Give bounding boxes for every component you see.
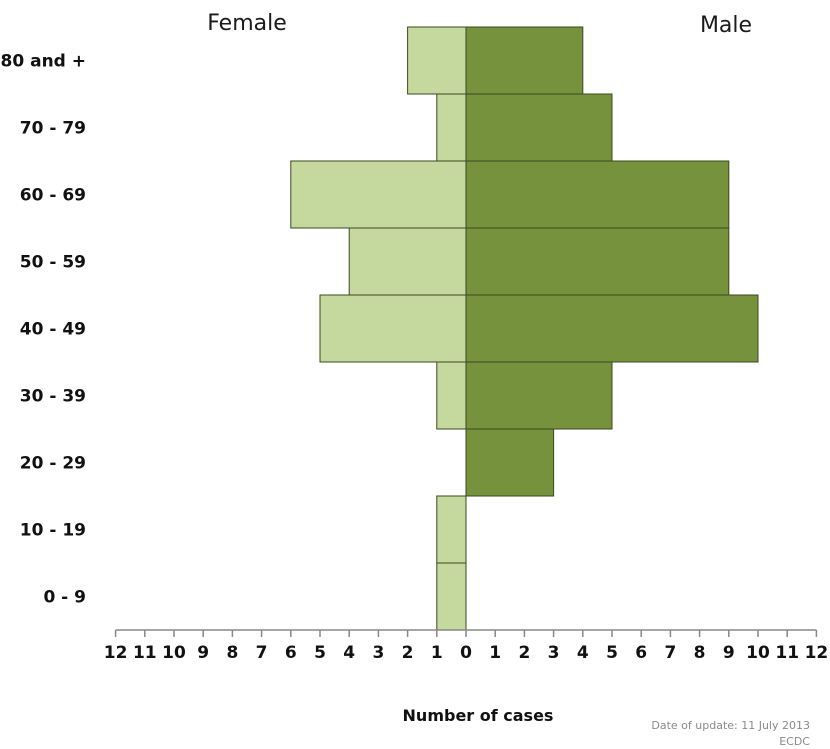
male-bar-7 (465, 93, 613, 162)
category-label-4: 40 - 49 (20, 320, 86, 340)
x-tick-label-9: 3 (372, 643, 384, 663)
female-bar-8 (407, 26, 467, 95)
x-tick-label-14: 2 (518, 643, 530, 663)
category-labels: 0 - 9 10 - 19 20 - 29 30 - 39 40 - 49 50 - 59… (1, 52, 86, 608)
category-label-0: 0 - 9 (43, 588, 86, 608)
x-tick-label-19: 7 (664, 643, 676, 663)
male-bar-4 (465, 294, 759, 363)
x-tick-label-22: 10 (746, 643, 770, 663)
male-bar-2 (465, 428, 555, 497)
x-tick-label-2: 10 (162, 643, 186, 663)
female-bar-0 (436, 562, 467, 631)
x-tick-label-5: 7 (256, 643, 268, 663)
x-tick-label-6: 6 (285, 643, 297, 663)
x-tick-label-10: 2 (402, 643, 414, 663)
x-tick-label-23: 11 (775, 643, 799, 663)
x-tick-label-3: 9 (197, 643, 209, 663)
x-tick-label-4: 8 (226, 643, 238, 663)
male-bar-8 (465, 26, 584, 95)
x-tick-label-18: 6 (635, 643, 647, 663)
bars-group (290, 26, 759, 631)
x-axis-ticks: 12 11 10 9 8 7 6 5 4 3 2 1 0 1 2 3 4 5 6 7 8 9 10 11 12 (104, 630, 828, 663)
x-tick-label-11: 1 (431, 643, 443, 663)
x-tick-label-16: 4 (577, 643, 589, 663)
category-label-7: 70 - 79 (20, 119, 86, 139)
male-bar-6 (465, 160, 730, 229)
update-date-note: Date of update: 11 July 2013 (651, 719, 810, 732)
female-bar-1 (436, 495, 467, 564)
category-label-2: 20 - 29 (20, 454, 86, 474)
x-tick-label-21: 9 (723, 643, 735, 663)
x-tick-label-13: 1 (489, 643, 501, 663)
x-tick-label-17: 5 (606, 643, 618, 663)
female-bar-7 (436, 93, 467, 162)
category-label-1: 10 - 19 (20, 521, 86, 541)
x-axis-title: Number of cases (403, 706, 554, 725)
x-tick-label-24: 12 (805, 643, 829, 663)
female-side-label: Female (207, 11, 287, 36)
female-bar-3 (436, 361, 467, 430)
category-label-3: 30 - 39 (20, 387, 86, 407)
male-side-label: Male (700, 13, 752, 38)
category-label-8: 80 and + (1, 52, 86, 72)
x-tick-label-15: 3 (548, 643, 560, 663)
x-tick-label-7: 5 (314, 643, 326, 663)
source-note: ECDC (779, 735, 810, 748)
male-bar-3 (465, 361, 613, 430)
category-label-6: 60 - 69 (20, 186, 86, 206)
x-tick-label-0: 12 (104, 643, 128, 663)
category-label-5: 50 - 59 (20, 253, 86, 273)
x-tick-label-20: 8 (694, 643, 706, 663)
female-bar-4 (319, 294, 467, 363)
x-tick-label-8: 4 (343, 643, 355, 663)
x-tick-label-12: 0 (460, 643, 472, 663)
male-bar-5 (465, 227, 730, 296)
female-bar-6 (290, 160, 467, 229)
female-bar-5 (348, 227, 467, 296)
x-tick-label-1: 11 (133, 643, 157, 663)
